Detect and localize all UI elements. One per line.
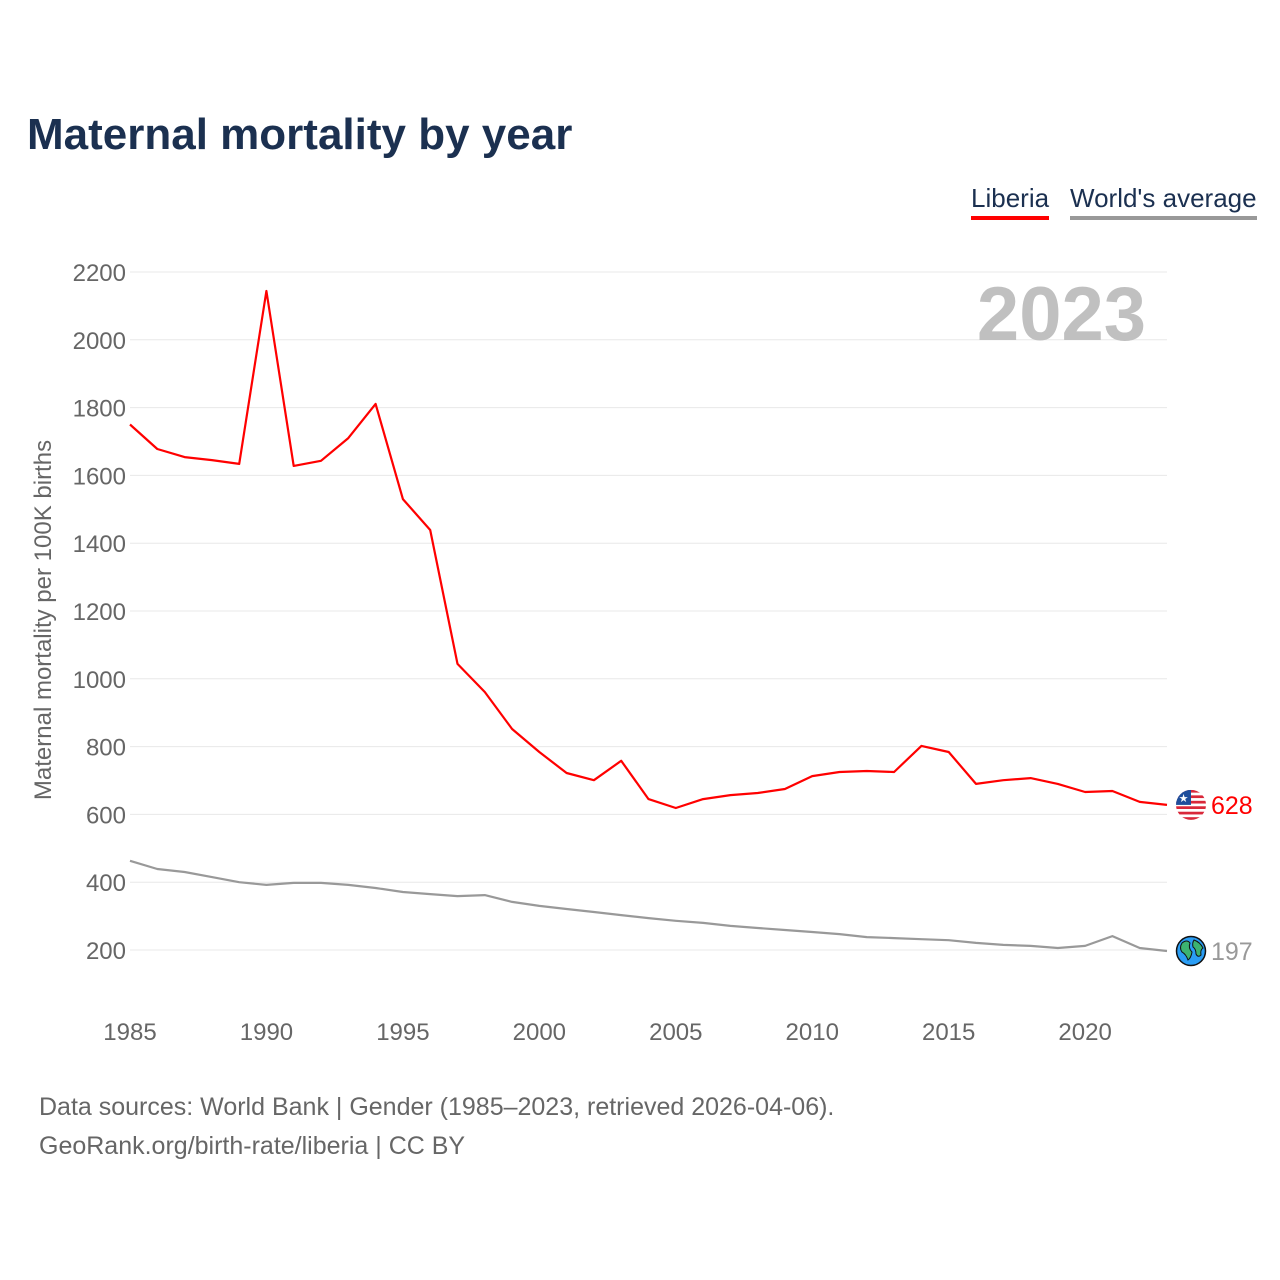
source-link[interactable]: GeoRank.org/birth-rate/liberia | CC BY bbox=[39, 1132, 466, 1160]
x-tick-label: 2010 bbox=[786, 1019, 839, 1046]
y-tick-label: 1200 bbox=[73, 599, 126, 626]
y-tick-label: 400 bbox=[86, 870, 126, 897]
x-tick-label: 2015 bbox=[922, 1019, 975, 1046]
end-value-label: 628 bbox=[1211, 792, 1253, 820]
x-tick-label: 1995 bbox=[376, 1019, 429, 1046]
end-value-label: 197 bbox=[1211, 938, 1253, 966]
legend-world-average[interactable]: World's average bbox=[1070, 183, 1257, 220]
y-tick-label: 1600 bbox=[73, 463, 126, 490]
y-tick-label: 2000 bbox=[73, 328, 126, 355]
source-line: Data sources: World Bank | Gender (1985–… bbox=[39, 1093, 835, 1121]
y-tick-label: 1400 bbox=[73, 531, 126, 558]
liberia-flag-icon: ★ bbox=[1176, 789, 1206, 820]
x-tick-label: 2000 bbox=[513, 1019, 566, 1046]
data-source-note: Data sources: World Bank | Gender (1985–… bbox=[39, 1088, 834, 1166]
globe-land-icon bbox=[1180, 939, 1204, 961]
series-line-world-s-average bbox=[129, 859, 1168, 953]
y-tick-label: 1000 bbox=[73, 667, 126, 694]
y-tick-label: 800 bbox=[86, 735, 126, 762]
series-line-liberia bbox=[129, 289, 1168, 810]
y-tick-label: 2200 bbox=[73, 260, 126, 287]
y-tick-label: 1800 bbox=[73, 396, 126, 423]
legend-liberia[interactable]: Liberia bbox=[971, 183, 1050, 220]
y-tick-label: 600 bbox=[86, 802, 126, 829]
y-tick-label: 200 bbox=[86, 938, 126, 965]
year-watermark: 2023 bbox=[977, 272, 1146, 357]
chart-title: Maternal mortality by year bbox=[27, 110, 573, 159]
x-tick-label: 2020 bbox=[1058, 1019, 1111, 1046]
x-tick-label: 2005 bbox=[649, 1019, 702, 1046]
svg-text:★: ★ bbox=[1179, 793, 1189, 805]
y-axis-label: Maternal mortality per 100K births bbox=[30, 440, 57, 800]
x-tick-label: 1990 bbox=[240, 1019, 293, 1046]
x-tick-label: 1985 bbox=[103, 1019, 156, 1046]
